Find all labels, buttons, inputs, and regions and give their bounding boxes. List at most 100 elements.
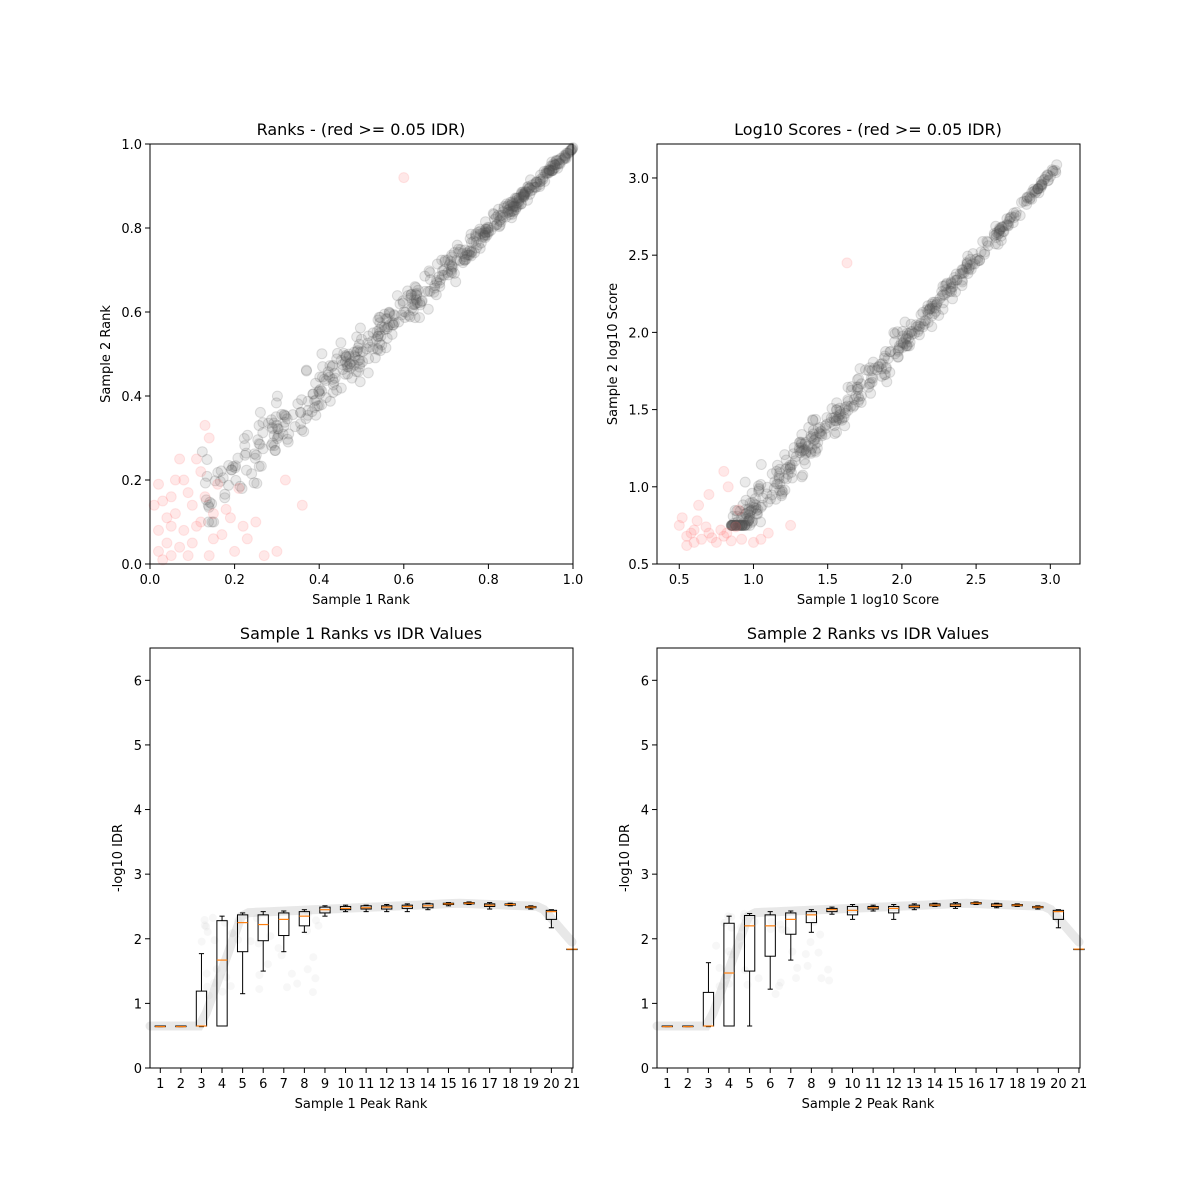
scores-point [937,289,949,300]
scores-point [824,417,836,428]
s1box-background-point [263,960,272,969]
scores-point [995,234,1007,246]
ranks-point [480,216,491,228]
ranks-point [443,259,455,271]
scores-point [740,508,752,520]
scores-point [878,369,890,381]
ranks-point [381,332,393,344]
scores-point [876,358,888,370]
scores-point [853,393,865,405]
scores-point [939,280,951,292]
ranks-ylabel: Sample 2 Rank [99,305,114,403]
ranks-point [434,280,446,292]
scores-scatter-panel: Log10 Scores - (red >= 0.05 IDR) 0.5 1.0 1… [606,120,1081,608]
ranks-red-point [169,508,181,520]
ranks-point [203,516,214,528]
ranks-point [369,352,381,364]
scores-point [727,519,739,531]
s2box-box [785,910,797,961]
s1box-boxes [154,901,578,1028]
s2box-xtick-label: 12 [885,1077,902,1092]
ranks-point [525,174,536,186]
ranks-point [316,348,328,360]
ranks-point [419,285,431,297]
scores-point [786,472,798,484]
scores-point [922,316,934,328]
s2box-background-point [735,932,744,941]
ranks-point [475,228,486,240]
scores-point [1036,180,1048,192]
scores-red-point [706,532,718,544]
scores-point [956,274,968,286]
s1box-ytick-label: 1 [134,997,142,1012]
ranks-point [524,183,535,195]
ranks-point [410,294,422,306]
s1box-box [401,903,413,913]
scores-point [1041,169,1053,181]
scores-xlabel: Sample 1 log10 Score [797,593,939,608]
ranks-point [434,277,446,289]
scores-point [852,383,864,395]
s2box-box-body [1052,909,1065,920]
scores-point [1024,192,1036,204]
scores-point [829,428,841,440]
ranks-point [313,386,325,398]
ranks-point [494,219,506,231]
s1box-box [463,901,475,906]
s2box-background-point [788,947,797,956]
scores-point [937,303,949,315]
ranks-point [314,371,326,383]
s2box-box [1032,905,1044,910]
scores-point [833,410,845,422]
scores-point [743,514,755,526]
scores-point [927,296,939,308]
s1box-box [381,904,393,913]
scores-red-point [841,257,853,269]
scores-point [957,266,969,278]
scores-point [1029,184,1041,196]
scores-point [736,519,748,531]
scores-point [825,412,837,424]
ranks-point [546,156,558,168]
ranks-point [322,369,334,381]
scores-point [915,309,927,321]
scores-point [726,519,738,531]
ranks-ytick-label: 0.0 [121,558,142,573]
ranks-point [339,368,351,380]
scores-point [774,463,786,475]
scores-point [920,315,932,327]
scores-point [937,297,949,309]
ranks-point [430,289,442,301]
s1box-background-point [293,979,302,988]
s1box-box-body [278,912,290,937]
scores-point [804,446,816,458]
ranks-point [208,516,220,528]
ranks-red-point [178,524,190,536]
s1box-xtick-label: 18 [502,1077,519,1092]
scores-point [734,519,746,531]
scores-point [979,246,991,258]
scores-point [755,516,766,528]
scores-point [990,229,1002,241]
scores-point [841,400,853,412]
s1box-xtick-label: 20 [543,1077,560,1092]
scores-ytick-label: 2.5 [628,249,649,264]
scores-point [741,519,753,531]
scores-point [897,337,909,349]
scores-point [744,509,755,521]
ranks-point [254,438,266,450]
ranks-point [517,186,529,198]
ranks-point [516,191,527,203]
scores-point [878,352,890,364]
ranks-point [307,388,319,400]
ranks-point [302,409,314,421]
scores-point [1026,193,1038,205]
scores-point [842,404,854,416]
ranks-red-point [241,533,253,545]
scores-point [900,332,912,344]
scores-point [800,448,812,460]
ranks-point [324,360,336,372]
scores-point [950,286,961,298]
ranks-xlabel: Sample 1 Rank [312,593,410,608]
ranks-point [241,464,252,476]
